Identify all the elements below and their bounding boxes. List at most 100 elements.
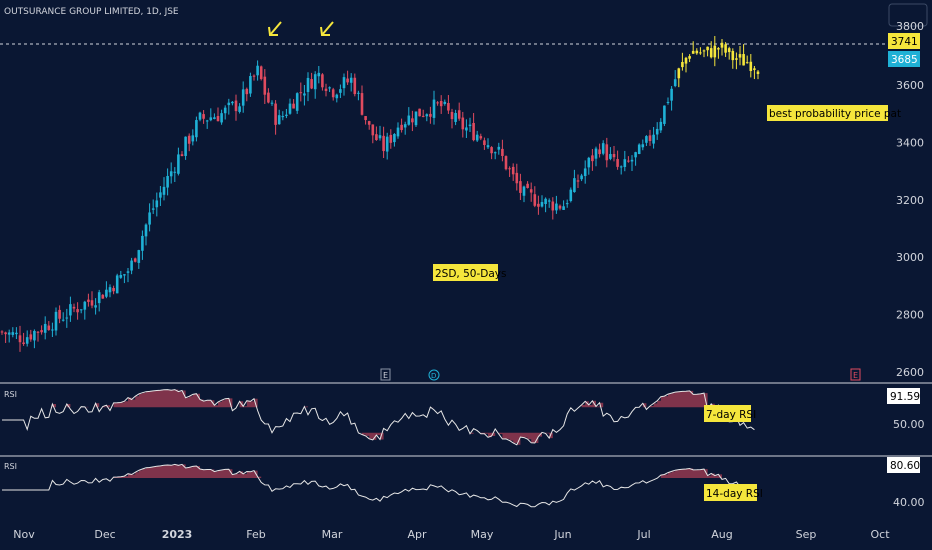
candle-body — [227, 102, 231, 106]
earnings-marker-1-label: E — [383, 371, 388, 380]
bands-callout-bg — [433, 264, 498, 281]
rsi7-tick: 50.00 — [893, 418, 925, 431]
candle-body — [425, 114, 429, 117]
candle-body — [508, 168, 511, 170]
candle-body — [349, 77, 353, 83]
candle-body — [619, 166, 623, 168]
candle-body — [724, 44, 727, 53]
candle-body — [22, 342, 25, 344]
rsi7-value: 91.59 — [890, 391, 920, 403]
candle-body — [400, 124, 403, 131]
time-axis: Nov Dec 2023 Feb Mar Apr May Jun Jul Aug Sep Oct — [13, 528, 890, 541]
candle-body — [688, 56, 691, 59]
candle-body — [148, 212, 151, 225]
candlestick-series — [0, 36, 760, 352]
candle-body — [223, 107, 227, 114]
candle-body — [465, 127, 468, 131]
candle-body — [61, 319, 65, 321]
candle-body — [501, 148, 504, 156]
chart-settings-button[interactable] — [888, 3, 928, 27]
candle-body — [472, 122, 475, 141]
candle-body — [609, 154, 612, 159]
candle-body — [565, 203, 569, 205]
time-tick-label: Oct — [870, 528, 890, 541]
candle-body — [105, 289, 108, 297]
candle-body — [51, 329, 54, 331]
candle-body — [299, 92, 303, 94]
rsi14-tick: 40.00 — [893, 496, 925, 509]
candle-body — [18, 335, 22, 343]
candle-body — [382, 135, 385, 152]
rsi7-callout: 7-day RSI — [706, 409, 756, 421]
candle-body — [418, 108, 421, 117]
candle-body — [252, 75, 256, 77]
candle-body — [443, 101, 447, 104]
candle-body — [637, 144, 641, 155]
candle-body — [641, 144, 645, 148]
candle-body — [130, 260, 133, 271]
candle-body — [263, 76, 267, 95]
candle-body — [155, 200, 159, 208]
candle-body — [403, 124, 407, 128]
candle-body — [720, 42, 724, 48]
candle-body — [713, 45, 717, 58]
candle-body — [342, 77, 346, 89]
candle-body — [43, 323, 47, 333]
candle-body — [94, 305, 97, 308]
candle-body — [144, 224, 148, 237]
candle-body — [594, 148, 598, 159]
candle-body — [411, 118, 414, 123]
time-tick-label: May — [471, 528, 494, 541]
candle-body — [483, 140, 486, 146]
time-tick-label: 2023 — [162, 528, 193, 541]
candle-body — [389, 134, 393, 143]
candle-body — [587, 157, 591, 168]
candle-body — [270, 102, 274, 104]
candle-body — [313, 74, 317, 90]
price-tick-label: 3200 — [896, 194, 924, 207]
candle-body — [123, 274, 126, 276]
candle-body — [756, 71, 760, 75]
earnings-marker-2[interactable] — [850, 368, 861, 381]
candle-body — [335, 94, 339, 99]
candle-body — [310, 79, 313, 89]
candle-body — [274, 103, 277, 125]
rsi14-callout: 14-day RSI — [706, 488, 763, 500]
candle-body — [645, 136, 648, 143]
candle-body — [753, 68, 756, 70]
candle-body — [58, 309, 61, 319]
candle-body — [702, 50, 706, 52]
candle-body — [627, 160, 630, 162]
price-tag-last-bg — [888, 51, 920, 67]
candle-body — [519, 181, 522, 193]
dividend-marker[interactable] — [428, 369, 440, 381]
candle-body — [339, 89, 342, 93]
candle-body — [277, 115, 281, 125]
candle-body — [259, 66, 263, 80]
candle-body — [288, 103, 292, 114]
candle-body — [537, 203, 540, 207]
candle-body — [461, 117, 465, 130]
candle-body — [83, 301, 87, 310]
candle-body — [133, 258, 137, 262]
candle-body — [385, 136, 389, 152]
candle-body — [735, 58, 738, 60]
dividend-marker-label: D — [431, 372, 436, 380]
candle-body — [655, 128, 659, 135]
candle-body — [709, 48, 713, 58]
candle-body — [731, 50, 735, 61]
candle-body — [634, 152, 637, 158]
time-tick-label: Sep — [796, 528, 817, 541]
candle-body — [47, 325, 51, 330]
earnings-marker-1[interactable] — [380, 368, 391, 381]
candle-body — [162, 186, 166, 195]
candle-body — [101, 294, 105, 299]
candle-body — [663, 105, 666, 124]
price-tick-partial: 3800 — [896, 20, 924, 33]
candle-body — [29, 334, 33, 340]
candle-body — [630, 159, 634, 162]
candle-body — [522, 186, 526, 196]
candle-body — [439, 100, 443, 107]
candle-body — [670, 88, 673, 101]
candle-body — [378, 135, 382, 139]
